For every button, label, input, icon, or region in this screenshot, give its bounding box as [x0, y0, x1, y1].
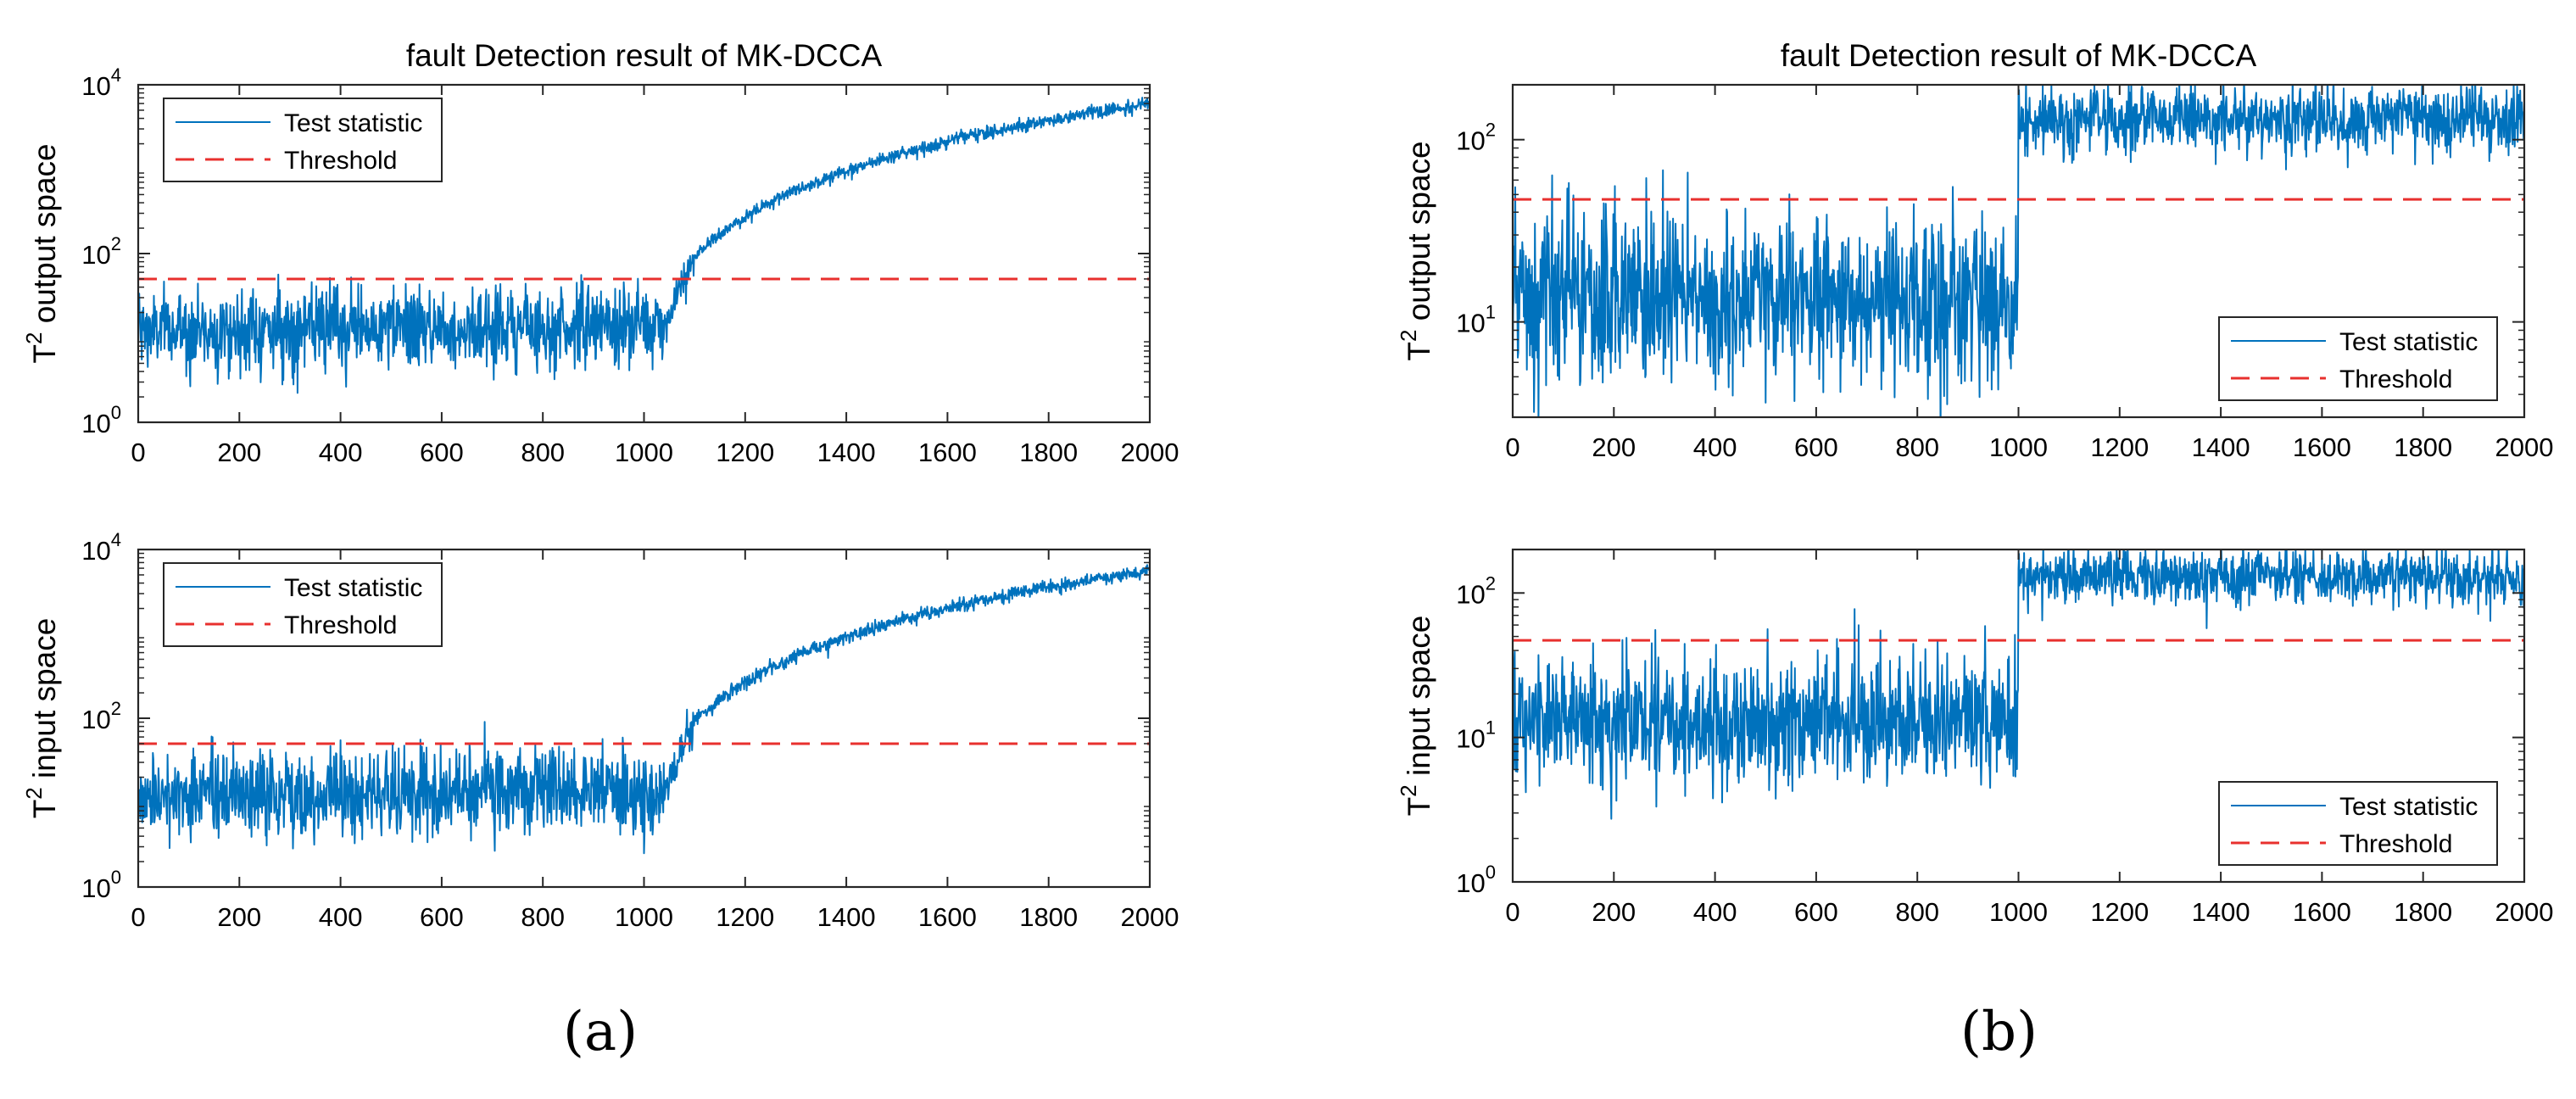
panel-label-b: (b) — [1960, 1001, 2038, 1063]
y-tick-label: 100 — [1456, 862, 1496, 898]
chart-title: fault Detection result of MK-DCCA — [406, 38, 883, 73]
chart-a-top: fault Detection result of MK-DCCA 0 200 400… — [21, 38, 1179, 467]
x-tick-label: 1000 — [1989, 432, 2048, 462]
legend-box — [163, 562, 443, 647]
legend-entry-test-statistic-label: Test statistic — [2339, 793, 2478, 821]
y-tick-label: 100 — [81, 867, 121, 903]
x-tick-label: 200 — [217, 902, 261, 932]
series-line-test-statistic — [1513, 550, 2524, 820]
x-tick-label: 1600 — [2293, 432, 2351, 462]
y-tick-label: 104 — [81, 64, 121, 101]
x-tick-label: 800 — [1895, 897, 1939, 927]
x-tick-label: 600 — [1794, 432, 1838, 462]
y-tick-label: 101 — [1456, 717, 1496, 754]
x-tick-label: 0 — [1505, 432, 1519, 462]
x-tick-label: 2000 — [1121, 902, 1179, 932]
x-tick-label: 400 — [319, 438, 363, 467]
legend-entry-threshold-label: Threshold — [2339, 830, 2452, 858]
chart-b-bottom: 0 200 400 600 800 1000 1200 1400 1600 1800 2000 100… — [1396, 548, 2554, 927]
panel-label-a: (a) — [563, 1001, 638, 1063]
legend: Test statistic Threshold — [2218, 316, 2498, 401]
x-tick-label: 1200 — [2090, 432, 2149, 462]
x-tick-label: 800 — [1895, 432, 1939, 462]
legend-entry-test-statistic-label: Test statistic — [284, 109, 422, 137]
legend-entry-threshold-label: Threshold — [2339, 365, 2452, 393]
legend-box — [163, 98, 443, 182]
chart-title: fault Detection result of MK-DCCA — [1781, 38, 2257, 73]
y-axis-label: T2 output space — [21, 143, 62, 363]
chart-b-top: fault Detection result of MK-DCCA 0 200 400… — [1396, 38, 2553, 462]
legend-entry-test-statistic-label: Test statistic — [2339, 328, 2478, 356]
legend-entry-test-statistic-label: Test statistic — [284, 574, 422, 602]
x-tick-label: 2000 — [2495, 432, 2554, 462]
x-tick-label: 1400 — [2192, 897, 2250, 927]
x-tick-label: 1800 — [1019, 902, 1078, 932]
legend: Test statistic Threshold — [163, 562, 443, 647]
legend-box — [2218, 316, 2498, 401]
x-tick-label: 1600 — [2293, 897, 2351, 927]
x-tick-label: 0 — [131, 438, 145, 467]
y-axis-label: T2 output space — [1396, 141, 1436, 360]
x-tick-label: 600 — [1794, 897, 1838, 927]
x-tick-label: 0 — [131, 902, 145, 932]
series-line-test-statistic — [138, 97, 1150, 394]
x-tick-label: 1000 — [1989, 897, 2048, 927]
y-tick-label: 102 — [81, 698, 121, 734]
y-tick-label: 100 — [81, 402, 121, 438]
y-tick-label: 102 — [81, 233, 121, 270]
x-tick-label: 800 — [521, 902, 565, 932]
y-axis-label: T2 input space — [21, 618, 62, 819]
x-tick-label: 200 — [217, 438, 261, 467]
x-tick-label: 1000 — [615, 902, 673, 932]
x-tick-label: 1000 — [615, 438, 673, 467]
x-tick-label: 1600 — [918, 438, 977, 467]
legend: Test statistic Threshold — [163, 98, 443, 182]
x-tick-label: 800 — [521, 438, 565, 467]
x-tick-label: 1200 — [716, 902, 774, 932]
x-tick-label: 200 — [1592, 432, 1636, 462]
series-line-test-statistic — [138, 564, 1150, 855]
y-tick-label: 101 — [1456, 302, 1496, 338]
x-tick-label: 1800 — [2394, 432, 2452, 462]
series-line-test-statistic — [1513, 85, 2524, 417]
y-tick-label: 104 — [81, 529, 121, 566]
x-tick-label: 2000 — [1121, 438, 1179, 467]
x-tick-label: 1400 — [2192, 432, 2250, 462]
x-tick-label: 0 — [1505, 897, 1519, 927]
x-tick-label: 600 — [420, 438, 464, 467]
legend: Test statistic Threshold — [2218, 781, 2498, 866]
y-axis-label: T2 input space — [1396, 616, 1436, 817]
x-tick-label: 1800 — [2394, 897, 2452, 927]
x-tick-label: 1800 — [1019, 438, 1078, 467]
legend-entry-threshold-label: Threshold — [284, 611, 397, 639]
legend-entry-threshold-label: Threshold — [284, 147, 397, 175]
x-tick-label: 200 — [1592, 897, 1636, 927]
x-tick-label: 1400 — [817, 902, 876, 932]
x-tick-label: 1400 — [817, 438, 876, 467]
x-tick-label: 400 — [319, 902, 363, 932]
y-tick-label: 102 — [1456, 120, 1496, 156]
chart-a-bottom: 0 200 400 600 800 1000 1200 1400 1600 1800 2000 100… — [21, 529, 1179, 932]
x-tick-label: 2000 — [2495, 897, 2554, 927]
x-tick-label: 1200 — [716, 438, 774, 467]
y-tick-label: 102 — [1456, 572, 1496, 609]
x-tick-label: 400 — [1693, 897, 1737, 927]
legend-box — [2218, 781, 2498, 866]
x-tick-label: 400 — [1693, 432, 1737, 462]
x-tick-label: 600 — [420, 902, 464, 932]
x-tick-label: 1200 — [2090, 897, 2149, 927]
x-tick-label: 1600 — [918, 902, 977, 932]
